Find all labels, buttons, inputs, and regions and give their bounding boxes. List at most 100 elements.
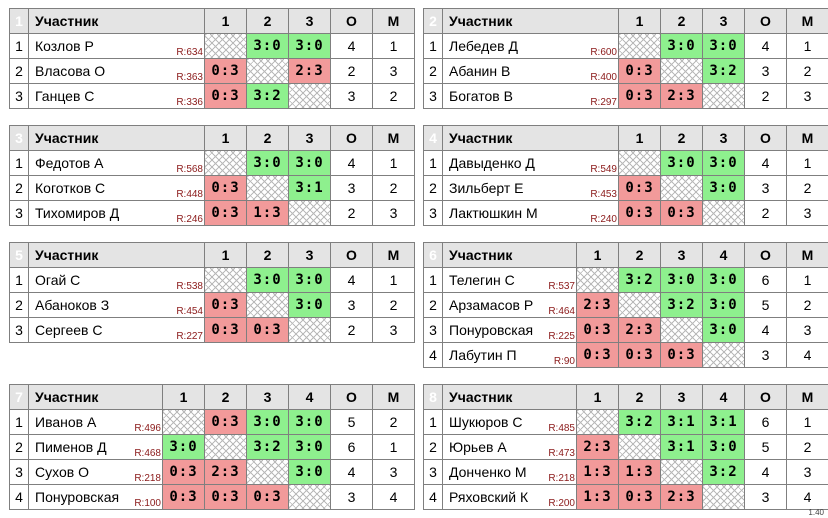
place-value: 1: [372, 33, 415, 59]
participant-name[interactable]: Пименов Д: [35, 439, 107, 455]
self-match-cell: [576, 409, 619, 435]
score-cell: 0:3: [618, 58, 661, 84]
score-cell: 3:0: [246, 33, 289, 59]
participant-rating: R:225: [547, 331, 575, 342]
participant-name[interactable]: Абаноков З: [35, 297, 110, 313]
participant-row: 1 Козлов Р R:634 3:0 3:0 4 1: [9, 33, 415, 59]
participant-name[interactable]: Телегин С: [449, 272, 515, 288]
participant-name[interactable]: Власова О: [35, 63, 106, 79]
place-value: 3: [372, 200, 415, 226]
score-cell: 2:3: [660, 484, 703, 510]
score-cell: 0:3: [576, 342, 619, 368]
participant-cell: Иванов А R:496: [28, 409, 163, 435]
participant-cell: Коготков С R:448: [28, 175, 205, 201]
score-cell: 3:0: [702, 267, 745, 293]
row-position: 4: [423, 342, 443, 368]
participant-row: 2 Зильберт Е R:453 0:3 3:0 3 2: [423, 175, 828, 201]
participant-name[interactable]: Понуровская: [449, 322, 534, 338]
place-value: 1: [372, 434, 415, 460]
participant-name[interactable]: Коготков С: [35, 180, 106, 196]
self-match-cell: [246, 58, 289, 84]
self-match-cell: [204, 33, 247, 59]
participant-rating: R:246: [175, 214, 203, 225]
opponent-col-header: 4: [702, 384, 745, 410]
participant-name[interactable]: Лабутин П: [449, 347, 517, 363]
participant-name[interactable]: Федотов А: [35, 155, 104, 171]
self-match-cell: [204, 434, 247, 460]
group-table-5: 5 Участник 1 2 3 О М 1 Огай С R:538 3:0 3:0 4 1 2 Абано…: [9, 242, 415, 343]
participant-name[interactable]: Иванов А: [35, 414, 97, 430]
score-cell: 0:3: [204, 292, 247, 318]
self-match-cell: [288, 317, 331, 343]
points-value: 4: [744, 33, 787, 59]
score-cell: 3:0: [246, 150, 289, 176]
points-header: О: [330, 242, 373, 268]
score-cell: 3:0: [660, 33, 703, 59]
opponent-col-header: 1: [204, 125, 247, 151]
group-number: 6: [423, 242, 443, 268]
place-value: 1: [372, 267, 415, 293]
participant-cell: Лактюшкин М R:240: [442, 200, 619, 226]
points-value: 3: [744, 58, 787, 84]
participant-name[interactable]: Ряховский К: [449, 489, 529, 505]
participant-name[interactable]: Огай С: [35, 272, 81, 288]
score-cell: 3:2: [246, 83, 289, 109]
score-cell: 2:3: [576, 292, 619, 318]
row-position: 2: [9, 434, 29, 460]
score-cell: 1:3: [618, 459, 661, 485]
row-position: 3: [423, 459, 443, 485]
participant-name[interactable]: Лактюшкин М: [449, 205, 538, 221]
score-cell: 0:3: [204, 175, 247, 201]
participant-name[interactable]: Юрьев А: [449, 439, 507, 455]
opponent-col-header: 1: [162, 384, 205, 410]
row-position: 3: [9, 317, 29, 343]
participant-name[interactable]: Лебедев Д: [449, 38, 518, 54]
group-table-7: 7 Участник 1 2 3 4 О М 1 Иванов А R:496 0:3 3:0 3:0 5 2…: [9, 384, 415, 510]
participant-name[interactable]: Зильберт Е: [449, 180, 524, 196]
score-cell: 3:0: [702, 150, 745, 176]
row-position: 2: [9, 58, 29, 84]
participant-name[interactable]: Тихомиров Д: [35, 205, 120, 221]
participant-rating: R:454: [175, 306, 203, 317]
points-value: 6: [744, 409, 787, 435]
score-cell: 0:3: [618, 200, 661, 226]
points-value: 4: [744, 459, 787, 485]
place-value: 3: [786, 200, 828, 226]
points-value: 3: [330, 175, 373, 201]
place-value: 1: [786, 409, 828, 435]
participant-name[interactable]: Арзамасов Р: [449, 297, 534, 313]
group-table-3: 3 Участник 1 2 3 О М 1 Федотов А R:568 3:0 3:0 4 1 2 Ко…: [9, 125, 415, 226]
points-value: 6: [330, 434, 373, 460]
participant-row: 3 Сергеев С R:227 0:3 0:3 2 3: [9, 317, 415, 343]
score-cell: 3:2: [246, 434, 289, 460]
participant-name[interactable]: Козлов Р: [35, 38, 94, 54]
score-cell: 3:0: [660, 150, 703, 176]
score-cell: 0:3: [204, 484, 247, 510]
points-header: О: [744, 125, 787, 151]
row-position: 3: [423, 200, 443, 226]
participant-row: 4 Лабутин П R:90 0:3 0:3 0:3 3 4: [423, 342, 828, 368]
participant-name[interactable]: Сергеев С: [35, 322, 103, 338]
participant-name[interactable]: Абанин В: [449, 63, 511, 79]
participant-name[interactable]: Донченко М: [449, 464, 527, 480]
participant-rating: R:496: [133, 423, 161, 434]
participant-rating: R:90: [552, 356, 575, 367]
place-header: М: [786, 125, 828, 151]
participant-header: Участник: [28, 242, 205, 268]
self-match-cell: [288, 484, 331, 510]
participant-name[interactable]: Давыденко Д: [449, 155, 535, 171]
participant-name[interactable]: Ганцев С: [35, 88, 95, 104]
row-position: 2: [9, 292, 29, 318]
points-value: 4: [744, 150, 787, 176]
score-cell: 3:0: [288, 150, 331, 176]
score-cell: 3:2: [702, 58, 745, 84]
participant-name[interactable]: Понуровская: [35, 489, 120, 505]
score-cell: 3:0: [288, 409, 331, 435]
participant-name[interactable]: Сухов О: [35, 464, 89, 480]
participant-name[interactable]: Богатов В: [449, 88, 513, 104]
self-match-cell: [702, 83, 745, 109]
participant-header: Участник: [28, 8, 205, 34]
participant-name[interactable]: Шукюров С: [449, 414, 523, 430]
participant-header: Участник: [28, 384, 163, 410]
participant-cell: Понуровская R:100: [28, 484, 163, 510]
